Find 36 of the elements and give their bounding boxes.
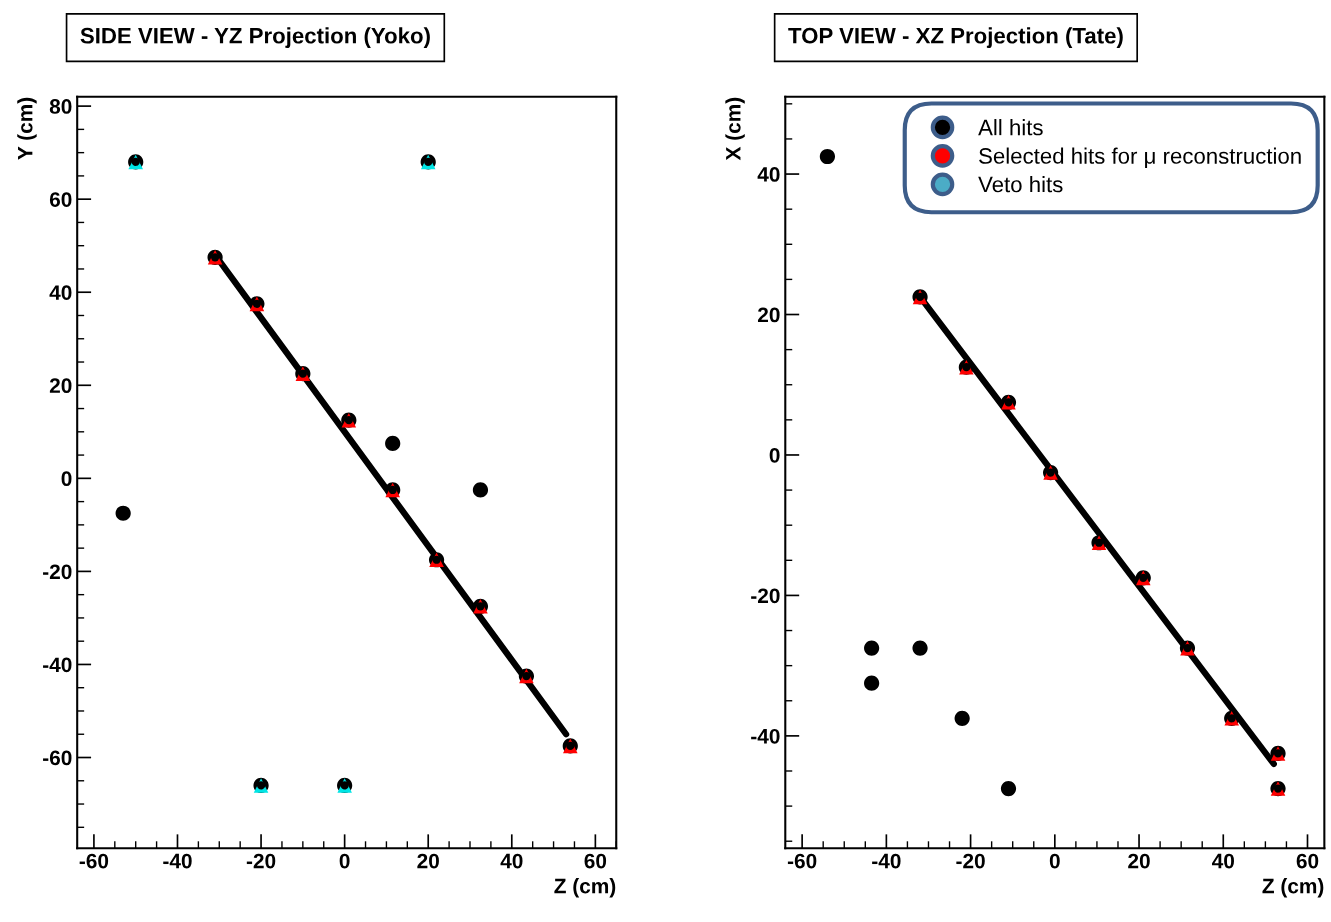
x-axis-title: Z (cm) <box>1262 878 1324 898</box>
y-tick-label: -60 <box>43 750 72 766</box>
y-tick-label: -40 <box>43 657 72 673</box>
x-tick-label: -40 <box>872 853 901 869</box>
legend-label: Veto hits <box>978 176 1063 193</box>
y-axis-title: Y (cm) <box>17 97 37 160</box>
chart-title: TOP VIEW - XZ Projection (Tate) <box>788 27 1123 48</box>
y-tick-label: 0 <box>769 447 780 463</box>
x-tick-label: -40 <box>163 853 192 869</box>
y-tick-label: -20 <box>751 588 780 604</box>
y-tick-label: 80 <box>49 99 72 114</box>
x-tick-label: 0 <box>339 853 350 869</box>
x-tick-label: -60 <box>787 853 817 869</box>
x-tick-label: -20 <box>246 853 276 869</box>
chart-title: SIDE VIEW - YZ Projection (Yoko) <box>80 27 430 48</box>
x-tick-label: 20 <box>1128 853 1150 869</box>
x-tick-label: 0 <box>1049 853 1060 869</box>
y-tick-label: 60 <box>49 192 72 207</box>
x-axis-title: Z (cm) <box>554 878 616 898</box>
y-tick-label: -40 <box>751 728 780 744</box>
y-tick-label: 40 <box>757 167 780 182</box>
y-tick-label: 40 <box>49 285 72 300</box>
legend-label: Selected hits for μ reconstruction <box>979 147 1301 168</box>
x-tick-label: 60 <box>1296 853 1319 869</box>
x-tick-label: -20 <box>956 853 985 869</box>
x-tick-label: -60 <box>79 853 109 869</box>
y-tick-label: 20 <box>49 378 72 394</box>
y-axis-title: X (cm) <box>725 97 745 161</box>
x-tick-label: 60 <box>584 853 607 869</box>
legend-label: All hits <box>978 119 1043 136</box>
y-tick-label: 20 <box>757 307 780 323</box>
x-tick-label: 40 <box>1212 853 1235 869</box>
y-tick-label: 0 <box>61 471 72 487</box>
x-tick-label: 20 <box>417 853 439 869</box>
x-tick-label: 40 <box>500 853 523 869</box>
y-tick-label: -20 <box>43 564 72 580</box>
